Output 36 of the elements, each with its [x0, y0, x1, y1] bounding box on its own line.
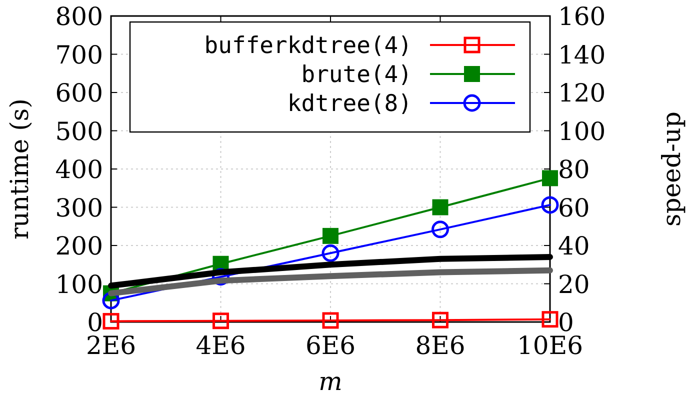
x-tick-label: 8E6	[415, 331, 466, 360]
point	[432, 312, 448, 328]
x-tick-label: 4E6	[196, 331, 246, 360]
point	[322, 228, 338, 244]
y2-tick-label: 40	[558, 232, 590, 260]
point	[542, 311, 558, 328]
point	[541, 196, 559, 214]
point	[322, 244, 340, 262]
point	[432, 220, 449, 238]
y-tick-label: 500	[55, 116, 103, 146]
point	[212, 312, 229, 330]
legend-label: bufferkdtree(4)	[204, 33, 412, 59]
y-tick-label: 600	[55, 78, 103, 108]
y2-tick-label: 20	[558, 270, 590, 299]
point	[432, 199, 448, 216]
y-tick-label: 800	[55, 2, 103, 31]
y-axis-title: runtime (s)	[5, 98, 34, 240]
y-tick-label: 200	[55, 232, 103, 260]
x-tick-label: 6E6	[305, 331, 356, 360]
y2-tick-label: 160	[558, 2, 606, 31]
point	[542, 170, 558, 186]
y2-axis-title: speed-up	[657, 112, 686, 226]
y2-tick-label: 140	[558, 40, 606, 70]
legend-label: brute(4)	[301, 62, 412, 88]
y2-tick-label: 60	[558, 193, 590, 222]
y2-tick-label: 80	[558, 155, 590, 184]
point	[322, 312, 339, 329]
y-tick-label: 300	[55, 193, 103, 222]
y2-tick-label: 100	[558, 116, 606, 146]
x-axis-title: m	[318, 367, 342, 396]
legend-label: kdtree(8)	[287, 91, 412, 117]
y2-tick-label: 120	[558, 78, 606, 108]
y-tick-label: 700	[55, 40, 103, 70]
point	[102, 312, 120, 330]
y-tick-label: 100	[55, 270, 103, 299]
y-tick-label: 400	[55, 155, 103, 184]
